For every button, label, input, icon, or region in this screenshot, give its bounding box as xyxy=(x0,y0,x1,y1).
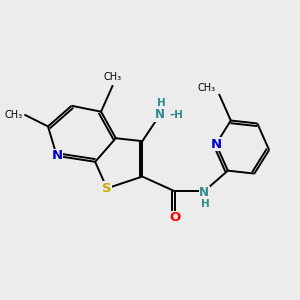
Text: H: H xyxy=(201,199,210,209)
Text: –H: –H xyxy=(169,110,183,120)
Text: H: H xyxy=(157,98,166,108)
Text: CH₃: CH₃ xyxy=(5,110,23,120)
Text: CH₃: CH₃ xyxy=(198,82,216,92)
Text: N: N xyxy=(199,186,209,199)
Text: N: N xyxy=(211,138,222,151)
Text: N: N xyxy=(155,108,165,121)
Text: CH₃: CH₃ xyxy=(104,72,122,82)
Text: N: N xyxy=(51,149,62,162)
Text: O: O xyxy=(169,211,180,224)
Text: S: S xyxy=(102,182,112,195)
